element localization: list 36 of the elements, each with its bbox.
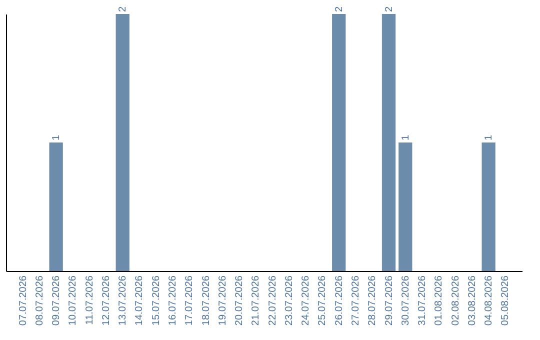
x-tick-label: 14.07.2026 <box>134 275 146 326</box>
data-label: 1 <box>400 134 412 140</box>
x-tick-label: 23.07.2026 <box>284 275 295 326</box>
x-tick-label: 26.07.2026 <box>334 275 345 326</box>
x-tick-label: 05.08.2026 <box>500 275 512 326</box>
x-tick-label: 20.07.2026 <box>234 275 246 326</box>
x-tick-label: 02.08.2026 <box>450 275 462 326</box>
data-label: 2 <box>118 6 129 12</box>
x-tick-label: 22.07.2026 <box>267 275 278 326</box>
x-tick-label: 11.07.2026 <box>84 275 96 325</box>
x-tick-label: 01.08.2026 <box>434 275 445 326</box>
x-tick-label: 18.07.2026 <box>200 275 212 326</box>
data-label: 1 <box>51 134 62 140</box>
x-tick-label: 29.07.2026 <box>384 275 395 326</box>
x-tick-label: 30.07.2026 <box>400 275 412 326</box>
x-tick-label: 27.07.2026 <box>350 275 362 326</box>
x-tick-label: 25.07.2026 <box>317 275 328 326</box>
x-tick-label: 16.07.2026 <box>168 275 179 326</box>
x-tick-label: 24.07.2026 <box>300 275 312 326</box>
x-tick-label: 21.07.2026 <box>250 275 262 326</box>
x-tick-label: 28.07.2026 <box>367 275 378 326</box>
x-tick-label: 09.07.2026 <box>51 275 62 326</box>
data-label: 2 <box>334 6 345 12</box>
x-tick-label: 10.07.2026 <box>68 275 79 326</box>
x-tick-label: 12.07.2026 <box>100 275 112 326</box>
data-label: 1 <box>484 134 495 140</box>
x-tick-label: 04.08.2026 <box>484 275 495 326</box>
x-tick-label: 13.07.2026 <box>118 275 129 326</box>
x-tick-label: 07.07.2026 <box>18 275 29 326</box>
x-tick-label: 03.08.2026 <box>466 275 478 326</box>
data-label: 2 <box>384 6 395 12</box>
x-tick-label: 17.07.2026 <box>184 275 196 326</box>
x-tick-label: 31.07.2026 <box>417 275 428 326</box>
x-tick-label: 15.07.2026 <box>150 275 162 326</box>
x-tick-label: 19.07.2026 <box>217 275 228 326</box>
x-tick-label: 08.07.2026 <box>34 275 46 326</box>
